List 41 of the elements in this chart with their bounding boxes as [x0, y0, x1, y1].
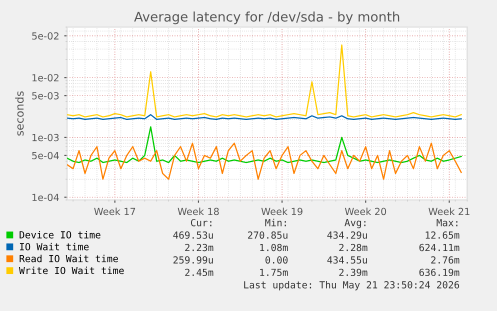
y-tick-label: 5e-02 [32, 32, 58, 40]
text: 2.39m [339, 268, 368, 276]
text: 12.65m [426, 231, 460, 239]
line-series [67, 142, 462, 180]
text: Last update: Thu May 21 23:50:24 2026 [244, 280, 460, 290]
y-axis-title: seconds [15, 91, 24, 136]
x-tick-label: Week 20 [344, 208, 386, 216]
line-series [67, 44, 462, 118]
text: Max: [436, 219, 458, 226]
y-tick-label: 5e-03 [32, 92, 59, 100]
y-tick-label: 1e-04 [32, 194, 59, 202]
x-tick-label: Week 19 [261, 208, 302, 216]
text: Cur: [190, 218, 212, 226]
x-tick-label: Week 17 [94, 208, 136, 216]
y-tick-label: 5e-04 [32, 152, 59, 160]
text: 2.45m [185, 268, 214, 276]
x-tick-label: Week 18 [178, 208, 219, 216]
legend-label: Read IO Wait time [20, 254, 118, 262]
text: 636.19m [419, 268, 460, 276]
text: Min: [265, 218, 286, 226]
text: 2.28m [339, 244, 368, 252]
line-series [67, 126, 462, 164]
chart-title: Average latency for /dev/sda - by month [134, 11, 400, 24]
text: 469.53u [173, 231, 213, 239]
legend-label: IO Wait time [20, 242, 89, 250]
text: 434.55u [327, 256, 367, 264]
legend-label: Write IO Wait time [19, 266, 124, 274]
y-tick-label: 1e-03 [32, 134, 59, 142]
text: Avg: [344, 219, 366, 228]
text: 259.99u [173, 256, 213, 264]
x-tick-label: Week 21 [428, 208, 470, 216]
text: 270.85u [248, 231, 288, 239]
text: 2.76m [431, 256, 460, 264]
text: 1.08m [260, 244, 288, 252]
text: 434.29u [327, 231, 367, 239]
text: 624.11m [419, 244, 460, 252]
text: 0.00 [265, 256, 288, 264]
text: 2.23m [185, 244, 214, 252]
y-tick-label: 1e-02 [32, 74, 58, 82]
text: 1.75m [260, 268, 288, 276]
legend-label: Device IO time [20, 230, 100, 238]
